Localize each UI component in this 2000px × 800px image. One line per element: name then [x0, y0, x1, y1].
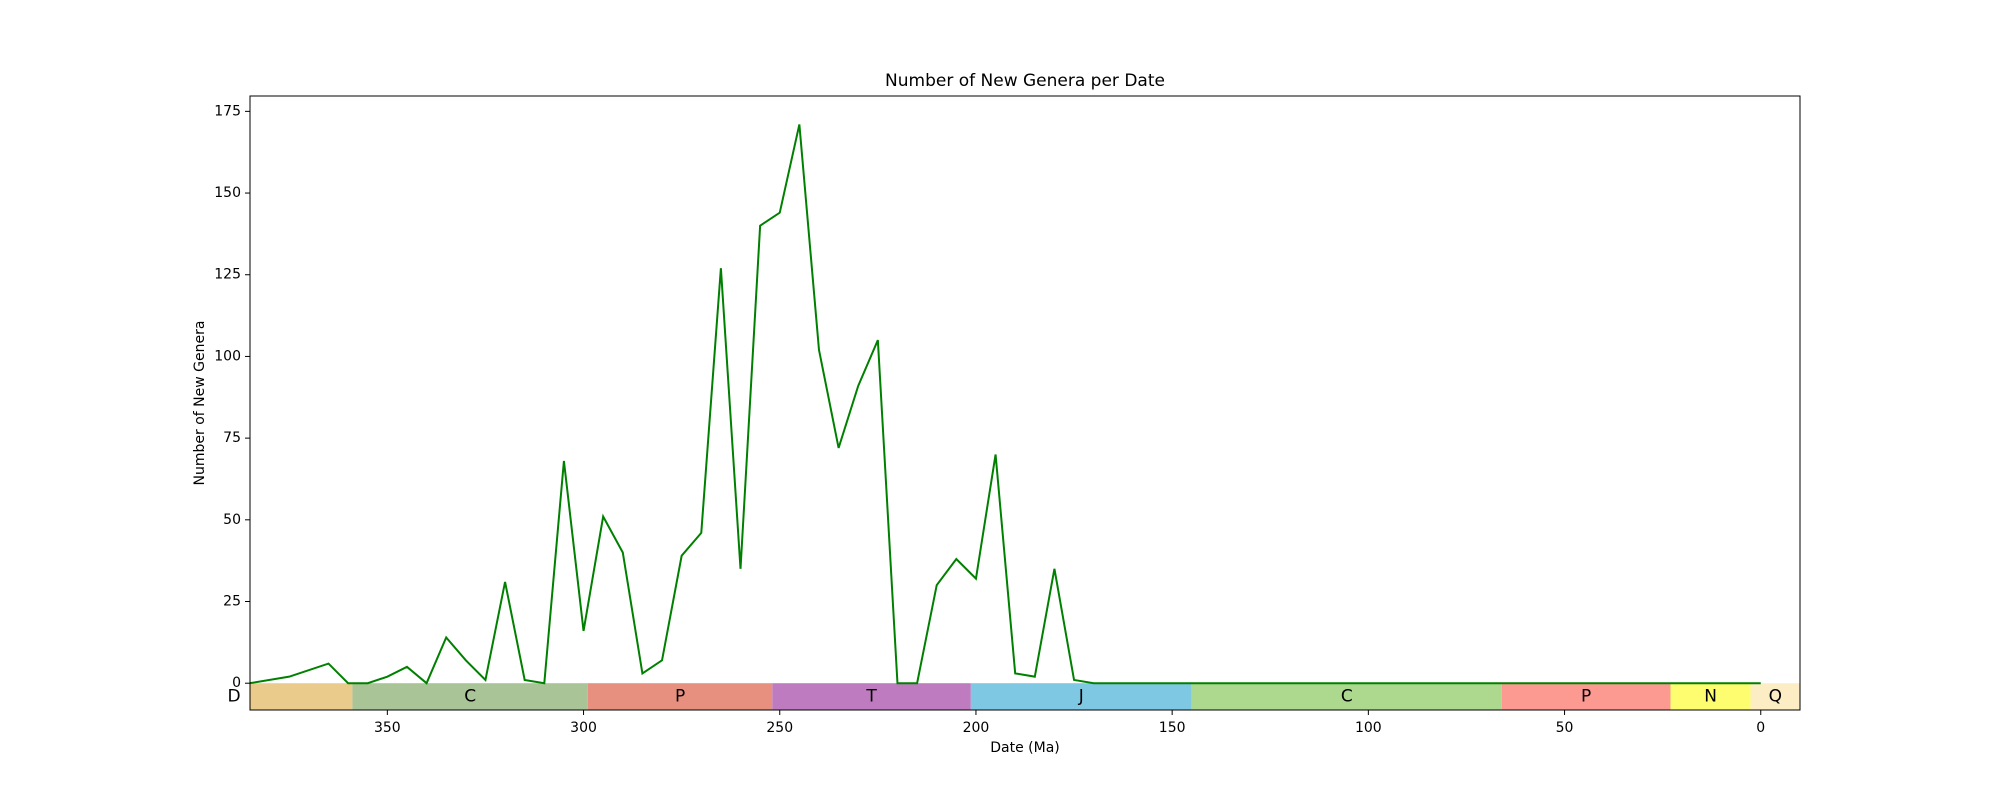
y-tick-label: 100 [214, 348, 241, 364]
y-tick-label: 50 [223, 512, 241, 528]
x-tick-label: 300 [570, 720, 597, 736]
x-tick-label: 200 [963, 720, 990, 736]
y-tick-label: 75 [223, 430, 241, 446]
plot-frame [249, 95, 1801, 711]
period-band [1670, 683, 1751, 710]
period-label: C [1341, 687, 1353, 707]
period-band [772, 683, 971, 710]
x-axis-label: Date (Ma) [990, 740, 1060, 756]
period-label: J [1078, 687, 1084, 707]
period-band [352, 683, 588, 710]
x-tick-label: 350 [374, 720, 401, 736]
data-line [250, 124, 1761, 685]
x-tick-label: 50 [1556, 720, 1574, 736]
period-band [1191, 683, 1502, 710]
y-tick-label: 25 [223, 594, 241, 610]
x-tick-label: 250 [766, 720, 793, 736]
y-tick-label: 150 [214, 185, 241, 201]
x-tick-label: 100 [1355, 720, 1382, 736]
x-tick-label: 150 [1159, 720, 1186, 736]
period-label: T [865, 687, 877, 707]
period-label: D [228, 687, 241, 707]
period-label: C [464, 687, 476, 707]
period-bands [250, 683, 1800, 710]
period-band [250, 683, 353, 710]
x-tick-label: 0 [1756, 720, 1765, 736]
y-tick-label: 0 [232, 675, 241, 691]
y-axis-label: Number of New Genera [192, 321, 208, 486]
period-band [1501, 683, 1671, 710]
period-label: Q [1769, 687, 1782, 707]
period-band [1750, 683, 1800, 710]
period-band [587, 683, 773, 710]
y-tick-label: 175 [214, 103, 241, 119]
period-label: P [1581, 687, 1591, 707]
period-label: P [675, 687, 685, 707]
period-band [970, 683, 1192, 710]
chart-title: Number of New Genera per Date [885, 71, 1165, 91]
y-tick-label: 125 [214, 267, 241, 283]
period-label: N [1704, 687, 1717, 707]
